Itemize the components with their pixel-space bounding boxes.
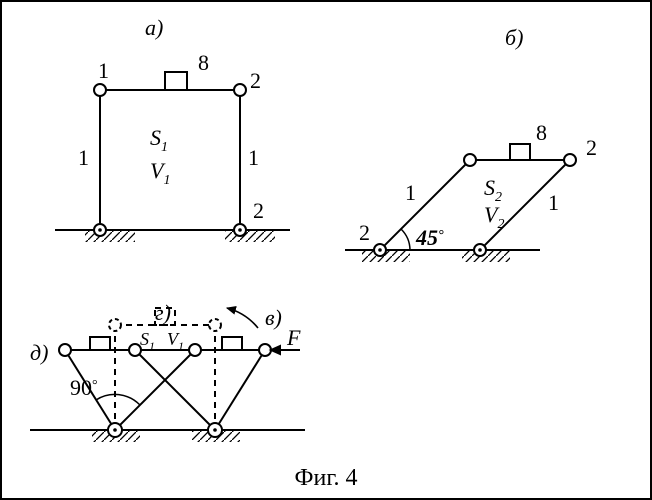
leg-c-4 [215, 350, 265, 430]
lbl-a-2tr: 2 [250, 68, 261, 93]
angle-arc-c [96, 394, 140, 405]
lbl-b-1r: 1 [548, 190, 559, 215]
pin-c-base-r-dot [213, 428, 217, 432]
lbl-a-1r: 1 [248, 145, 259, 170]
panel-c: д) г) в) [30, 300, 305, 442]
figure-caption: Фиг. 4 [295, 465, 358, 491]
block-b [510, 144, 530, 160]
lbl-b-s: S2 [484, 175, 502, 205]
block-c-l [90, 337, 110, 350]
lbl-a-2br: 2 [253, 198, 264, 223]
panel-c-tag-d: д) [30, 340, 48, 365]
panel-a: а) 1 2 1 1 2 8 S1 V1 [55, 15, 290, 242]
lbl-b-1l: 1 [405, 180, 416, 205]
pin-b-tr [564, 154, 576, 166]
leg-c-3 [135, 350, 215, 430]
pin-c-tmr [189, 344, 201, 356]
leg-c-2 [115, 350, 195, 430]
pin-a-tl [94, 84, 106, 96]
motion-arc [227, 308, 258, 328]
lbl-b-2l: 2 [359, 220, 370, 245]
panel-c-tag-g: г) [155, 300, 171, 325]
pin-c-base-l-dot [113, 428, 117, 432]
dash-pin-r [209, 319, 221, 331]
panel-b-tag: б) [505, 25, 523, 50]
lbl-c-f: F [286, 325, 301, 350]
lbl-a-v: V1 [150, 158, 170, 188]
lbl-b-2r: 2 [586, 135, 597, 160]
pin-c-tl [59, 344, 71, 356]
frame-b [380, 160, 570, 250]
lbl-b-angle: 45° [415, 225, 444, 250]
panel-b: б) 1 1 2 2 8 S2 V2 45° [345, 25, 597, 262]
pin-b-bl-dot [378, 248, 382, 252]
lbl-b-8: 8 [536, 120, 547, 145]
ground-hatch-a1 [85, 230, 135, 242]
frame-a [100, 90, 240, 230]
lbl-a-s: S1 [150, 125, 168, 155]
lbl-a-1l: 1 [78, 145, 89, 170]
pin-c-tr [259, 344, 271, 356]
lbl-a-8: 8 [198, 50, 209, 75]
ground-hatch-a2 [225, 230, 275, 242]
lbl-a-1tl: 1 [98, 58, 109, 83]
pin-b-tl [464, 154, 476, 166]
block-c-r [222, 337, 242, 350]
dash-pin-l [109, 319, 121, 331]
pin-a-tr [234, 84, 246, 96]
pin-a-bl-dot [98, 228, 102, 232]
angle-arc-b [401, 229, 410, 250]
panel-c-tag-v: в) [265, 305, 282, 330]
lbl-b-v: V2 [484, 202, 504, 232]
pin-b-br-dot [478, 248, 482, 252]
pin-a-br-dot [238, 228, 242, 232]
block-a [165, 72, 187, 90]
panel-a-tag: а) [145, 15, 163, 40]
